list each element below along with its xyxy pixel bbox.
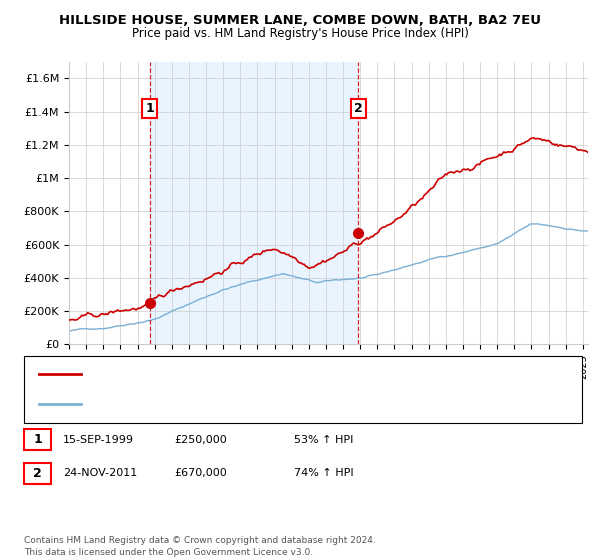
Text: Contains HM Land Registry data © Crown copyright and database right 2024.
This d: Contains HM Land Registry data © Crown c… [24, 536, 376, 557]
Text: HPI: Average price, detached house, Bath and North East Somerset: HPI: Average price, detached house, Bath… [87, 399, 416, 409]
Text: 1: 1 [145, 102, 154, 115]
Text: 24-NOV-2011: 24-NOV-2011 [63, 468, 137, 478]
Text: £670,000: £670,000 [174, 468, 227, 478]
Text: HILLSIDE HOUSE, SUMMER LANE, COMBE DOWN, BATH, BA2 7EU: HILLSIDE HOUSE, SUMMER LANE, COMBE DOWN,… [59, 14, 541, 27]
Bar [149, 62, 358, 344]
Text: 74% ↑ HPI: 74% ↑ HPI [294, 468, 353, 478]
Text: 1: 1 [33, 433, 42, 446]
Text: £250,000: £250,000 [174, 435, 227, 445]
Text: Price paid vs. HM Land Registry's House Price Index (HPI): Price paid vs. HM Land Registry's House … [131, 27, 469, 40]
Text: 2: 2 [354, 102, 363, 115]
Text: 15-SEP-1999: 15-SEP-1999 [63, 435, 134, 445]
Text: 53% ↑ HPI: 53% ↑ HPI [294, 435, 353, 445]
Text: HILLSIDE HOUSE, SUMMER LANE, COMBE DOWN, BATH, BA2 7EU (detached house): HILLSIDE HOUSE, SUMMER LANE, COMBE DOWN,… [87, 370, 494, 380]
Text: 2: 2 [33, 466, 42, 480]
